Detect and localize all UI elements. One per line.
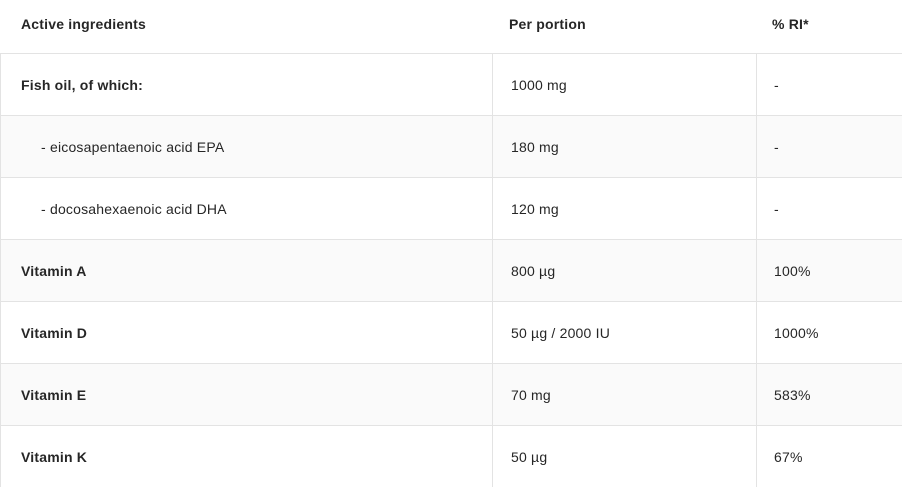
ingredient-name: Vitamin E [21,386,87,403]
per-portion-value: 1000 mg [492,54,756,115]
ri-value: 100% [756,240,902,301]
per-portion-value: 70 mg [492,364,756,425]
column-header-per-portion: Per portion [509,15,586,32]
table-row: Fish oil, of which: 1000 mg - [0,53,902,115]
table-row: - eicosapentaenoic acid EPA 180 mg - [0,115,902,177]
ingredient-name: - docosahexaenoic acid DHA [41,200,227,217]
column-header-active-ingredients: Active ingredients [21,15,146,32]
table-row: - docosahexaenoic acid DHA 120 mg - [0,177,902,239]
ingredient-name: Vitamin K [21,448,88,465]
ri-value: - [756,116,902,177]
column-header-ri: % RI* [772,15,809,32]
table-header-row: Active ingredients Per portion % RI* [0,0,902,53]
ri-value: - [756,178,902,239]
ingredient-name: Vitamin A [21,262,87,279]
ri-value: - [756,54,902,115]
ingredient-name: Vitamin D [21,324,88,341]
per-portion-value: 180 mg [492,116,756,177]
table-row: Vitamin A 800 µg 100% [0,239,902,301]
ri-value: 583% [756,364,902,425]
table-row: Vitamin D 50 µg / 2000 IU 1000% [0,301,902,363]
table-row: Vitamin E 70 mg 583% [0,363,902,425]
ingredient-name: Fish oil, of which: [21,76,144,93]
per-portion-value: 120 mg [492,178,756,239]
per-portion-value: 50 µg / 2000 IU [492,302,756,363]
per-portion-value: 800 µg [492,240,756,301]
per-portion-value: 50 µg [492,426,756,487]
ri-value: 1000% [756,302,902,363]
ingredient-name: - eicosapentaenoic acid EPA [41,138,225,155]
table-row: Vitamin K 50 µg 67% [0,425,902,487]
ri-value: 67% [756,426,902,487]
